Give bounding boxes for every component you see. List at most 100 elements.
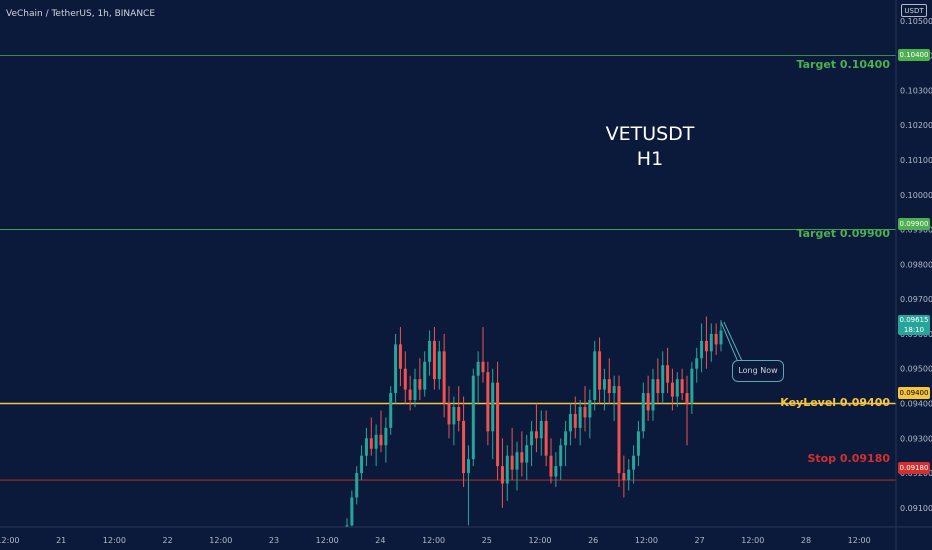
candle-body: [500, 466, 504, 484]
candle-body: [690, 368, 694, 404]
time-tick-label: 27: [695, 536, 705, 545]
candle: [656, 358, 660, 404]
candle: [394, 333, 398, 404]
candle: [646, 375, 650, 421]
symbol-header: VeChain / TetherUS, 1h, BINANCE: [6, 9, 156, 19]
candle: [675, 372, 679, 407]
candle-body: [544, 420, 548, 456]
candle-body: [496, 382, 500, 467]
candle-body: [486, 372, 490, 432]
candle: [700, 323, 704, 373]
candle-body: [534, 431, 538, 439]
candle-body: [622, 473, 626, 481]
time-tick-label: 12:00: [103, 536, 126, 545]
candle: [515, 441, 519, 491]
candle-body: [384, 427, 388, 446]
candle-body: [428, 340, 432, 362]
candle-body: [549, 455, 553, 477]
candle-body: [408, 389, 412, 401]
candle-body: [646, 393, 650, 411]
candle: [661, 351, 665, 404]
candle-body: [423, 361, 427, 390]
candle: [559, 438, 563, 481]
candle-body: [680, 379, 684, 394]
candle-body: [466, 459, 470, 474]
candle: [510, 427, 514, 481]
candle: [714, 323, 718, 355]
candle: [398, 326, 402, 387]
candle-body: [447, 403, 451, 425]
candle-body: [661, 365, 665, 394]
candle-body: [704, 340, 708, 352]
time-tick-label: 12:00: [528, 536, 551, 545]
time-tick-label: 22: [163, 536, 173, 545]
candle-body: [350, 497, 354, 526]
candle-body: [685, 393, 689, 404]
price-tag-keylevel: 0.09400: [898, 387, 930, 399]
candle: [617, 375, 621, 487]
candle-body: [583, 406, 587, 418]
candle: [719, 320, 723, 352]
price-unit-button[interactable]: USDT: [901, 4, 927, 17]
candle-body: [413, 379, 417, 401]
candle: [666, 347, 670, 394]
price-tick-label: 0.09700: [900, 295, 932, 304]
candle: [534, 403, 538, 453]
candle: [544, 410, 548, 467]
candle: [486, 361, 490, 446]
candle-body: [627, 469, 631, 481]
candle-body: [515, 452, 519, 470]
time-tick-label: 26: [588, 536, 598, 545]
candle: [476, 351, 480, 404]
candle-body: [462, 420, 466, 474]
candle-body: [510, 455, 514, 470]
candle-body: [364, 438, 368, 456]
price-tick-label: 0.09900: [900, 226, 932, 235]
candle-body: [491, 382, 495, 432]
candle: [374, 424, 378, 467]
price-tick-label: 0.10000: [900, 191, 932, 200]
candle: [437, 340, 441, 390]
candle: [690, 361, 694, 414]
candle: [403, 351, 407, 404]
candle-body: [471, 375, 475, 460]
candle: [364, 427, 368, 467]
candle: [369, 417, 373, 456]
price-tag-target-2: 0.09900: [898, 218, 930, 230]
price-tick-label: 0.09800: [900, 260, 932, 269]
candle: [695, 347, 699, 383]
candle: [564, 420, 568, 467]
candle: [685, 375, 689, 446]
candle-body: [530, 431, 534, 446]
candle-body: [670, 382, 674, 397]
candle-body: [559, 445, 563, 467]
candle: [670, 368, 674, 411]
time-tick-label: 24: [375, 536, 385, 545]
candle: [505, 445, 509, 501]
time-tick-label: 25: [482, 536, 492, 545]
candle-body: [695, 358, 699, 369]
candle-body: [520, 452, 524, 463]
candle: [491, 368, 495, 460]
price-tick-label: 0.10100: [900, 156, 932, 165]
price-tick-label: 0.09100: [900, 504, 932, 513]
candle: [636, 420, 640, 467]
stop-label: Stop 0.09180: [807, 452, 890, 465]
candle: [632, 445, 636, 484]
candle: [598, 337, 602, 404]
time-tick-label: 12:00: [741, 536, 764, 545]
last-price-value: 0.09615: [899, 316, 929, 324]
target-label-2: Target 0.09900: [796, 227, 890, 240]
candle-body: [568, 413, 572, 432]
candle-body: [564, 431, 568, 446]
candle-body: [675, 379, 679, 397]
candle: [525, 434, 529, 481]
candle: [709, 323, 713, 362]
candle: [379, 410, 383, 453]
candle: [573, 396, 577, 439]
candle-body: [360, 455, 364, 474]
callout-pointer-2: [723, 321, 743, 362]
price-tick-label: 0.09500: [900, 365, 932, 374]
